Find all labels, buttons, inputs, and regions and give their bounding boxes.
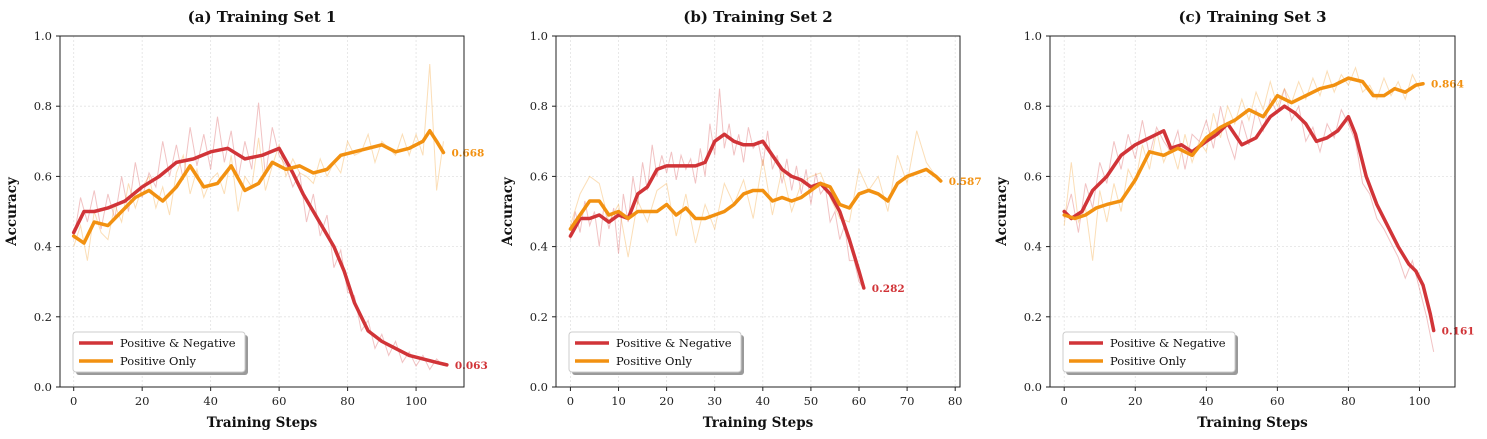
chart-2-ytick-label-0: 0.0 [1024,380,1042,394]
chart-0-xtick-label-5: 100 [405,394,427,408]
chart-1-ytick-label-1: 0.2 [530,310,548,324]
panel-b: 0.282 0.587 0 10 20 30 40 50 60 70 80 0.0 0.2 0.4 0.6 0… [500,8,982,431]
chart-1-series-1-smoothed-line [568,167,943,231]
chart-0-xtick-label-3: 60 [272,394,287,408]
chart-0-series-0-smoothed-line [71,146,449,367]
chart-0-legend-box [72,331,246,373]
chart-1-ytick-label-2: 0.4 [530,240,548,254]
chart-2-legend-box [1062,331,1236,373]
chart-0-xtick-label-0: 0 [70,394,77,408]
chart-2-xtick-label-1: 20 [1128,394,1143,408]
chart-2-series-0-end-label: 0.161 [1442,325,1475,337]
chart-1-title: (b) Training Set 2 [683,8,832,26]
chart-1-xtick-label-5: 50 [804,394,819,408]
chart-0-ytick-label-0: 0.0 [34,380,52,394]
chart-1-legend: Positive & Negative Positive Only [568,331,744,375]
chart-2-series [1062,66,1436,352]
chart-2-series-1-smoothed-line [1062,76,1425,221]
chart-1-legend-label-1: Positive Only [616,354,693,368]
chart-0-series [71,64,449,371]
chart-0-series-1-raw-line [73,64,444,261]
chart-0-legend-label-1: Positive Only [120,354,197,368]
chart-1-xtick-label-8: 80 [948,394,963,408]
chart-2-series-1-end-label: 0.864 [1431,79,1464,91]
panel-a: 0.063 0.668 0 20 40 60 80 100 0.0 0.2 0.4 0.6 0.8 1.0… [4,8,488,431]
chart-1-ytick-label-4: 0.8 [530,99,548,113]
chart-2-series-0-raw-line [1063,88,1435,352]
chart-0-xtick-label-2: 40 [203,394,218,408]
chart-0-axes-frame [59,35,465,388]
chart-0-ytick-label-1: 0.2 [34,310,52,324]
chart-2-legend-label-1: Positive Only [1110,354,1187,368]
chart-2-legend-label-0: Positive & Negative [1110,336,1226,350]
chart-0-title: (a) Training Set 1 [188,8,337,26]
chart-0-series-0-raw-line [73,102,444,371]
chart-2-ytick-label-3: 0.6 [1024,169,1042,183]
panel-c: 0.161 0.864 0 20 40 60 80 100 0.0 0.2 0.4 0.6 0.8 1.0… [994,8,1475,431]
chart-0-xtick-label-1: 20 [135,394,150,408]
chart-0-legend: Positive & Negative Positive Only [72,331,248,375]
chart-1-series-0-end-label: 0.282 [872,283,905,295]
chart-0-ytick-label-2: 0.4 [34,240,52,254]
chart-1-xtick-label-6: 60 [852,394,867,408]
chart-2-ytick-label-5: 1.0 [1024,29,1042,43]
chart-2-ylabel: Accuracy [994,176,1010,247]
chart-0-ylabel: Accuracy [4,176,20,247]
chart-2-axes-frame [1049,35,1456,388]
chart-1-axes-frame [555,35,961,388]
chart-0-ytick-label-3: 0.6 [34,169,52,183]
chart-2-ytick-label-4: 0.8 [1024,99,1042,113]
chart-0-xtick-label-4: 80 [340,394,355,408]
chart-0-series-0-end-label: 0.063 [455,360,488,372]
chart-1-xtick-label-3: 30 [707,394,722,408]
chart-0-series-1-end-label: 0.668 [451,148,484,160]
chart-1-ylabel: Accuracy [500,176,516,247]
chart-2-ytick-label-1: 0.2 [1024,310,1042,324]
chart-2-xtick-label-0: 0 [1061,394,1068,408]
chart-2-legend: Positive & Negative Positive Only [1062,331,1238,375]
chart-1-series-0-raw-line [569,88,865,290]
chart-2-xtick-label-3: 60 [1270,394,1285,408]
chart-1-series [568,88,943,290]
chart-2-ytick-label-2: 0.4 [1024,240,1042,254]
chart-0-ytick-label-5: 1.0 [34,29,52,43]
chart-2-xtick-label-2: 40 [1199,394,1214,408]
chart-2-xlabel: Training Steps [1197,415,1308,431]
chart-2-series-1-raw-line [1063,66,1420,261]
chart-2-xtick-label-5: 100 [1408,394,1430,408]
chart-1-ytick-label-5: 1.0 [530,29,548,43]
chart-1-xtick-label-2: 20 [659,394,674,408]
chart-0-legend-label-0: Positive & Negative [120,336,236,350]
chart-1-ytick-label-0: 0.0 [530,380,548,394]
chart-0-series-1-smoothed-line [71,129,446,245]
chart-1-xlabel: Training Steps [703,415,814,431]
chart-2-title: (c) Training Set 3 [1178,8,1326,26]
chart-1-ytick-label-3: 0.6 [530,169,548,183]
chart-0-xlabel: Training Steps [207,415,318,431]
chart-1-series-1-raw-line [569,130,937,258]
chart-1-series-1-end-label: 0.587 [949,176,982,188]
chart-2-series-0-smoothed-line [1062,104,1436,333]
chart-2-xtick-label-4: 80 [1341,394,1356,408]
chart-1-legend-box [568,331,742,373]
chart-1-xtick-label-7: 70 [900,394,915,408]
chart-1-xtick-label-1: 10 [611,394,626,408]
chart-0-ytick-label-4: 0.8 [34,99,52,113]
chart-1-legend-label-0: Positive & Negative [616,336,732,350]
chart-1-xtick-label-4: 40 [755,394,770,408]
chart-1-xtick-label-0: 0 [567,394,574,408]
